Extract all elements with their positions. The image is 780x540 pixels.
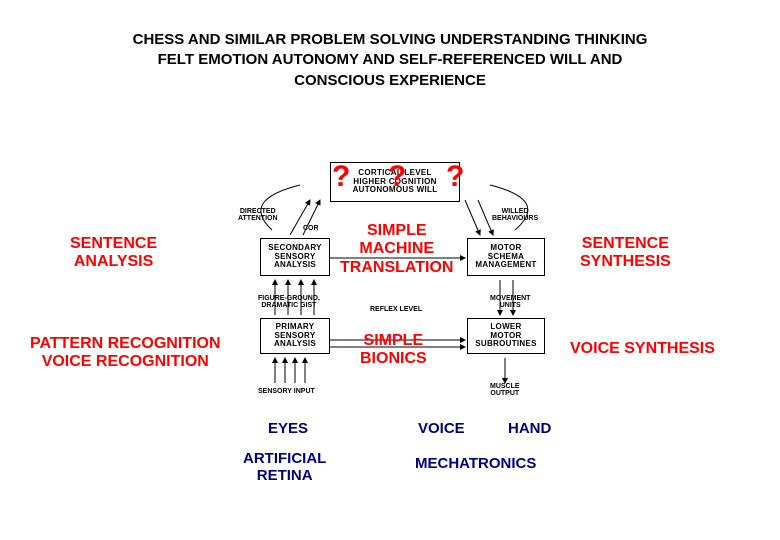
voice-synthesis-label: VOICE SYNTHESIS <box>570 340 715 358</box>
title-line: CHESS AND SIMILAR PROBLEM SOLVING UNDERS… <box>70 30 710 50</box>
figure-ground: FIGURE-GROUND, DRAMATIC GIST <box>258 295 320 309</box>
cor-label: COR <box>303 225 319 232</box>
box-secondary: SECONDARY SENSORY ANALYSIS <box>260 238 330 276</box>
sentence-synthesis-label: SENTENCE SYNTHESIS <box>580 235 671 272</box>
question-mark-icon: ? <box>388 160 406 194</box>
title-line: FELT EMOTION AUTONOMY AND SELF-REFERENCE… <box>70 50 710 70</box>
directed-attention: DIRECTED ATTENTION <box>238 208 278 222</box>
question-mark-icon: ? <box>446 160 464 194</box>
title-line: CONSCIOUS EXPERIENCE <box>70 71 710 91</box>
voice-label: VOICE <box>418 420 465 437</box>
simple-machine-translation-label: SIMPLE MACHINE TRANSLATION <box>340 222 453 277</box>
box-lower: LOWER MOTOR SUBROUTINES <box>467 318 545 354</box>
question-mark-icon: ? <box>332 160 350 194</box>
reflex-level: REFLEX LEVEL <box>370 306 422 313</box>
sentence-analysis-label: SENTENCE ANALYSIS <box>70 235 157 272</box>
muscle-output: MUSCLE OUTPUT <box>490 383 520 397</box>
hand-label: HAND <box>508 420 551 437</box>
box-motor: MOTOR SCHEMA MANAGEMENT <box>467 238 545 276</box>
page-title: CHESS AND SIMILAR PROBLEM SOLVING UNDERS… <box>0 0 780 91</box>
pattern-recognition-label: PATTERN RECOGNITION VOICE RECOGNITION <box>30 335 221 372</box>
mechatronics-label: MECHATRONICS <box>415 455 536 472</box>
eyes-label: EYES <box>268 420 308 437</box>
diagram: CORTICAL LEVEL HIGHER COGNITION AUTONOMO… <box>0 100 780 530</box>
movement-units: MOVEMENT UNITS <box>490 295 530 309</box>
simple-bionics-label: SIMPLE BIONICS <box>360 332 427 369</box>
artificial-retina-label: ARTIFICIAL RETINA <box>243 450 326 485</box>
box-primary: PRIMARY SENSORY ANALYSIS <box>260 318 330 354</box>
willed-behaviours: WILLED BEHAVIOURS <box>492 208 538 222</box>
sensory-input: SENSORY INPUT <box>258 388 315 395</box>
